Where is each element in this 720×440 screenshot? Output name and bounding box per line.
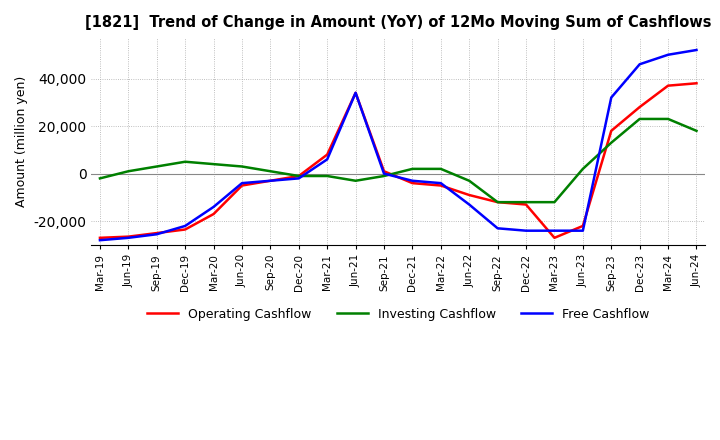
Investing Cashflow — [493, 199, 502, 205]
Free Cashflow — [124, 235, 132, 241]
Operating Cashflow — [181, 227, 189, 232]
Title: [1821]  Trend of Change in Amount (YoY) of 12Mo Moving Sum of Cashflows: [1821] Trend of Change in Amount (YoY) o… — [85, 15, 711, 30]
Free Cashflow — [436, 180, 445, 186]
Investing Cashflow — [323, 173, 331, 179]
Investing Cashflow — [210, 161, 218, 167]
Operating Cashflow — [124, 234, 132, 239]
Free Cashflow — [379, 171, 388, 176]
Operating Cashflow — [153, 231, 161, 236]
Free Cashflow — [493, 226, 502, 231]
Investing Cashflow — [153, 164, 161, 169]
Investing Cashflow — [465, 178, 474, 183]
Free Cashflow — [266, 178, 275, 183]
Free Cashflow — [294, 176, 303, 181]
Line: Operating Cashflow: Operating Cashflow — [100, 83, 696, 238]
Operating Cashflow — [607, 128, 616, 133]
Investing Cashflow — [436, 166, 445, 172]
Free Cashflow — [522, 228, 531, 233]
Investing Cashflow — [124, 169, 132, 174]
Line: Free Cashflow: Free Cashflow — [100, 50, 696, 240]
Operating Cashflow — [579, 223, 588, 228]
Investing Cashflow — [579, 166, 588, 172]
Investing Cashflow — [266, 169, 275, 174]
Operating Cashflow — [210, 211, 218, 216]
Investing Cashflow — [181, 159, 189, 165]
Investing Cashflow — [96, 176, 104, 181]
Legend: Operating Cashflow, Investing Cashflow, Free Cashflow: Operating Cashflow, Investing Cashflow, … — [142, 303, 654, 326]
Investing Cashflow — [294, 173, 303, 179]
Free Cashflow — [692, 48, 701, 53]
Investing Cashflow — [522, 199, 531, 205]
Free Cashflow — [153, 231, 161, 237]
Investing Cashflow — [664, 116, 672, 121]
Free Cashflow — [408, 178, 417, 183]
Operating Cashflow — [635, 104, 644, 110]
Operating Cashflow — [379, 169, 388, 174]
Investing Cashflow — [635, 116, 644, 121]
Operating Cashflow — [436, 183, 445, 188]
Free Cashflow — [323, 157, 331, 162]
Investing Cashflow — [607, 140, 616, 145]
Free Cashflow — [664, 52, 672, 57]
Operating Cashflow — [266, 178, 275, 183]
Operating Cashflow — [408, 180, 417, 186]
Investing Cashflow — [550, 199, 559, 205]
Free Cashflow — [550, 228, 559, 233]
Free Cashflow — [181, 223, 189, 228]
Investing Cashflow — [379, 173, 388, 179]
Investing Cashflow — [692, 128, 701, 133]
Free Cashflow — [635, 62, 644, 67]
Line: Investing Cashflow: Investing Cashflow — [100, 119, 696, 202]
Free Cashflow — [579, 228, 588, 233]
Free Cashflow — [238, 180, 246, 186]
Investing Cashflow — [351, 178, 360, 183]
Operating Cashflow — [238, 183, 246, 188]
Free Cashflow — [607, 95, 616, 100]
Investing Cashflow — [238, 164, 246, 169]
Free Cashflow — [96, 238, 104, 243]
Investing Cashflow — [408, 166, 417, 172]
Operating Cashflow — [692, 81, 701, 86]
Operating Cashflow — [465, 192, 474, 198]
Operating Cashflow — [664, 83, 672, 88]
Operating Cashflow — [294, 173, 303, 179]
Operating Cashflow — [522, 202, 531, 207]
Operating Cashflow — [550, 235, 559, 241]
Operating Cashflow — [351, 90, 360, 95]
Operating Cashflow — [323, 152, 331, 157]
Free Cashflow — [465, 202, 474, 207]
Operating Cashflow — [96, 235, 104, 241]
Free Cashflow — [351, 90, 360, 95]
Operating Cashflow — [493, 199, 502, 205]
Free Cashflow — [210, 204, 218, 209]
Y-axis label: Amount (million yen): Amount (million yen) — [15, 76, 28, 207]
